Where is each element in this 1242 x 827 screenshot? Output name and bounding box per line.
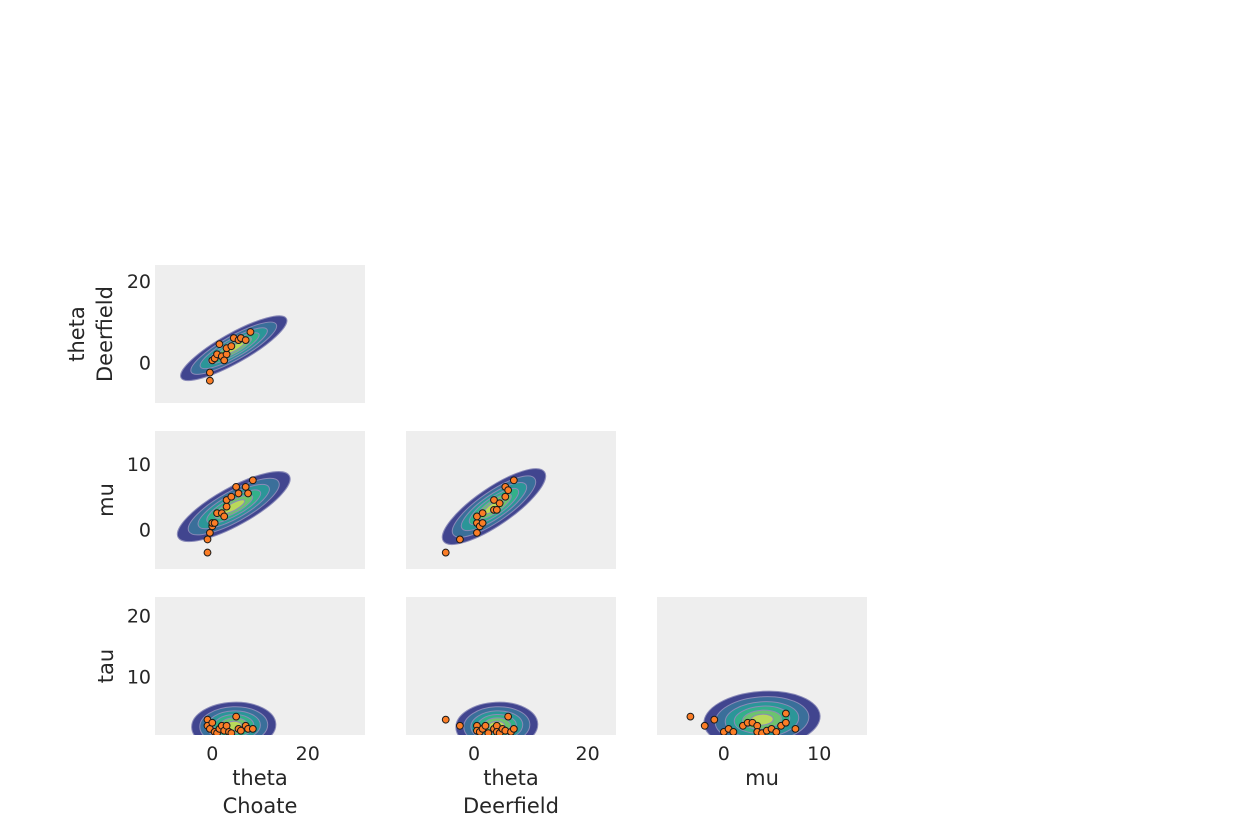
data-point xyxy=(227,342,236,351)
y-axis-label: mu xyxy=(94,483,118,517)
data-point xyxy=(441,715,450,724)
x-axis-label: mu xyxy=(745,766,779,790)
data-point xyxy=(220,356,229,365)
x-axis-label: theta Choate xyxy=(223,766,298,818)
data-point xyxy=(441,548,450,557)
data-point xyxy=(781,718,790,727)
data-point xyxy=(237,726,245,735)
data-point xyxy=(248,476,257,485)
data-point xyxy=(210,519,219,527)
scatter-points xyxy=(203,476,257,557)
data-point xyxy=(504,486,513,495)
data-point xyxy=(772,728,781,735)
data-point xyxy=(509,724,518,733)
data-point xyxy=(208,718,217,727)
data-point xyxy=(473,512,481,521)
data-point xyxy=(241,482,250,491)
x-tick-label: 0 xyxy=(718,743,730,765)
data-point xyxy=(456,721,464,730)
data-point xyxy=(504,712,513,721)
data-point xyxy=(246,328,255,336)
y-tick-label: 0 xyxy=(139,520,151,542)
data-point xyxy=(492,505,501,514)
scatter-points xyxy=(205,328,255,385)
data-point xyxy=(241,336,250,344)
y-axis-label: theta Deerfield xyxy=(65,286,117,382)
y-tick-label: 10 xyxy=(127,454,151,476)
data-point xyxy=(227,729,236,735)
data-point xyxy=(495,499,504,508)
x-tick-label: 0 xyxy=(206,743,218,765)
data-point xyxy=(781,709,790,718)
data-point xyxy=(232,482,241,491)
subplot-1-1 xyxy=(406,431,616,569)
data-point xyxy=(700,721,709,730)
data-point xyxy=(481,721,490,730)
data-point xyxy=(205,376,214,385)
data-point xyxy=(478,519,487,527)
data-point xyxy=(248,724,257,733)
data-point xyxy=(729,728,738,735)
y-tick-label: 0 xyxy=(139,352,151,374)
subplot-2-0: 10 20 0 20 xyxy=(127,597,365,765)
data-point xyxy=(456,535,464,544)
subplot-2-2: 0 10 xyxy=(657,597,867,765)
data-point xyxy=(205,368,214,377)
scatter-points xyxy=(686,709,800,735)
scatter-points xyxy=(441,712,518,735)
data-point xyxy=(203,535,212,544)
data-point xyxy=(490,496,498,504)
data-point xyxy=(244,489,252,498)
y-tick-label: 20 xyxy=(127,271,151,293)
x-tick-label: 20 xyxy=(296,743,320,765)
x-tick-label: 20 xyxy=(576,743,600,765)
data-point xyxy=(478,509,487,518)
x-axis-label: theta Deerfield xyxy=(463,766,559,818)
x-tick-label: 10 xyxy=(807,743,831,765)
data-point xyxy=(473,528,481,537)
scatter-points xyxy=(203,712,257,735)
data-point xyxy=(234,489,243,498)
y-axis-label: tau xyxy=(94,649,118,683)
y-tick-label: 20 xyxy=(127,605,151,627)
data-point xyxy=(710,715,719,724)
subplot-2-1: 0 20 xyxy=(406,597,616,765)
data-point xyxy=(203,548,212,557)
x-tick-label: 0 xyxy=(468,743,480,765)
subplot-0-0: 0 20 xyxy=(127,265,365,403)
y-tick-label: 10 xyxy=(127,667,151,689)
scatter-points xyxy=(441,476,518,557)
data-point xyxy=(501,492,510,501)
data-point xyxy=(227,492,236,501)
data-point xyxy=(509,476,518,485)
data-point xyxy=(232,712,241,721)
data-point xyxy=(220,512,229,521)
data-point xyxy=(791,724,800,733)
data-point xyxy=(484,729,493,735)
data-point xyxy=(686,712,695,721)
subplot-1-0: 0 10 xyxy=(127,431,365,569)
data-point xyxy=(205,528,214,537)
data-point xyxy=(222,502,231,511)
data-point xyxy=(215,340,224,349)
